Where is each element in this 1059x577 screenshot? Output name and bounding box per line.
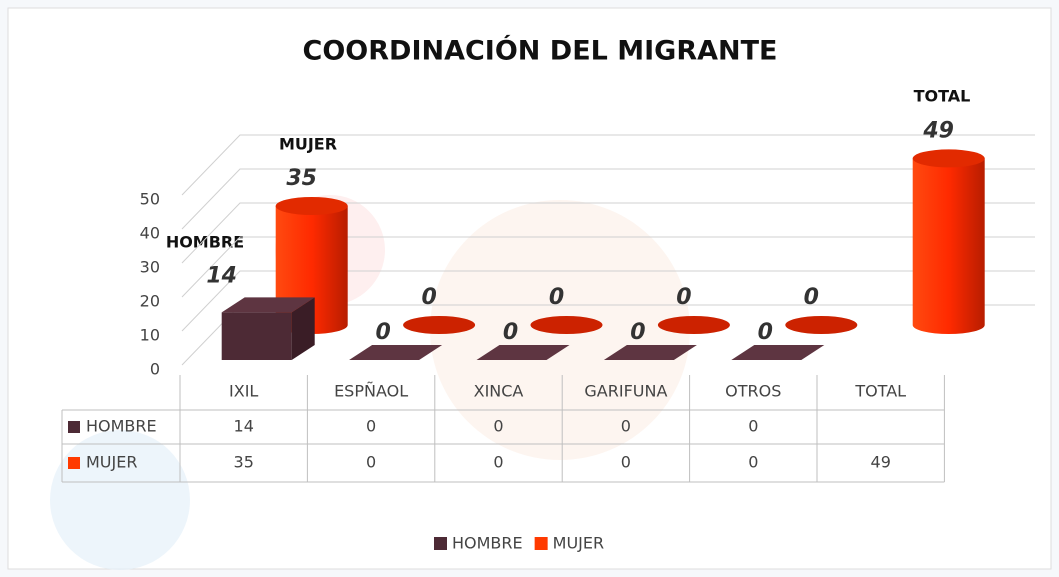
table-cell: 0: [493, 417, 503, 436]
chart-title: COORDINACIÓN DEL MIGRANTE: [303, 35, 778, 67]
x-tick-label: TOTAL: [854, 382, 906, 401]
bar: [476, 345, 570, 360]
grid-line: [181, 134, 1035, 196]
legend-label: MUJER: [553, 534, 604, 553]
bar: [603, 345, 697, 360]
grid-line: [181, 202, 1035, 264]
legend-label: HOMBRE: [452, 534, 523, 553]
y-tick-label: 10: [140, 326, 160, 345]
bar: [731, 345, 825, 360]
bar-top: [912, 149, 985, 168]
bar-top: [785, 316, 858, 334]
grid-line: [181, 168, 1035, 230]
bar: [657, 316, 730, 334]
table-cell: 14: [234, 417, 254, 436]
bar: [785, 316, 858, 334]
annotation: MUJER: [279, 135, 337, 154]
table-cell: 0: [748, 453, 758, 472]
legend-swatch: [434, 537, 447, 550]
legend-swatch: [68, 457, 80, 469]
x-tick-label: OTROS: [725, 382, 781, 401]
grid-line: [181, 236, 1035, 298]
data-label: 14: [206, 263, 237, 288]
table-cell: 0: [621, 417, 631, 436]
x-tick-label: ESPÑAOL: [334, 382, 408, 401]
data-label: 0: [421, 285, 436, 310]
bar-side: [291, 297, 315, 360]
bar-front: [221, 312, 292, 360]
y-tick-label: 30: [140, 258, 160, 277]
x-tick-label: GARIFUNA: [584, 382, 667, 401]
bar-top: [476, 345, 570, 360]
bar-top: [349, 345, 443, 360]
bar-top: [731, 345, 825, 360]
annotation: HOMBRE: [166, 233, 244, 252]
x-tick-label: IXIL: [229, 382, 258, 401]
bar-body: [912, 158, 985, 334]
data-label: 0: [503, 320, 518, 345]
annotation: TOTAL: [914, 87, 971, 106]
grid-line: [181, 270, 1035, 332]
bar-top: [530, 316, 603, 334]
table-row-label: HOMBRE: [86, 417, 157, 436]
table-cell: 0: [748, 417, 758, 436]
data-label: 0: [630, 320, 645, 345]
legend-swatch: [68, 421, 80, 433]
data-label: 0: [549, 285, 564, 310]
bg-decoration: [50, 430, 190, 570]
table-cell: 35: [234, 453, 254, 472]
table-cell: 0: [366, 453, 376, 472]
y-tick-label: 0: [150, 360, 160, 379]
legend-swatch: [534, 537, 548, 550]
bar: [221, 297, 315, 360]
bar: [403, 316, 476, 334]
bar-top: [657, 316, 730, 334]
table-cell: 0: [366, 417, 376, 436]
bar-top: [403, 316, 476, 334]
table-cell: 0: [621, 453, 631, 472]
x-tick-label: XINCA: [474, 382, 524, 401]
y-tick-label: 50: [140, 190, 160, 209]
data-label: 0: [375, 320, 390, 345]
table-row-label: MUJER: [86, 453, 137, 472]
bar-top: [603, 345, 697, 360]
table-cell: 0: [493, 453, 503, 472]
data-label: 0: [804, 285, 819, 310]
data-label: 0: [676, 285, 691, 310]
data-label: 0: [758, 320, 773, 345]
y-tick-label: 20: [140, 292, 160, 311]
bar: [349, 345, 443, 360]
bar-top: [275, 197, 348, 215]
data-label: 35: [286, 166, 317, 191]
data-label: 49: [922, 118, 954, 143]
bar: [530, 316, 603, 334]
bar-top: [221, 297, 315, 313]
table-cell: 49: [871, 453, 891, 472]
bar: [912, 149, 985, 334]
y-tick-label: 40: [140, 224, 160, 243]
